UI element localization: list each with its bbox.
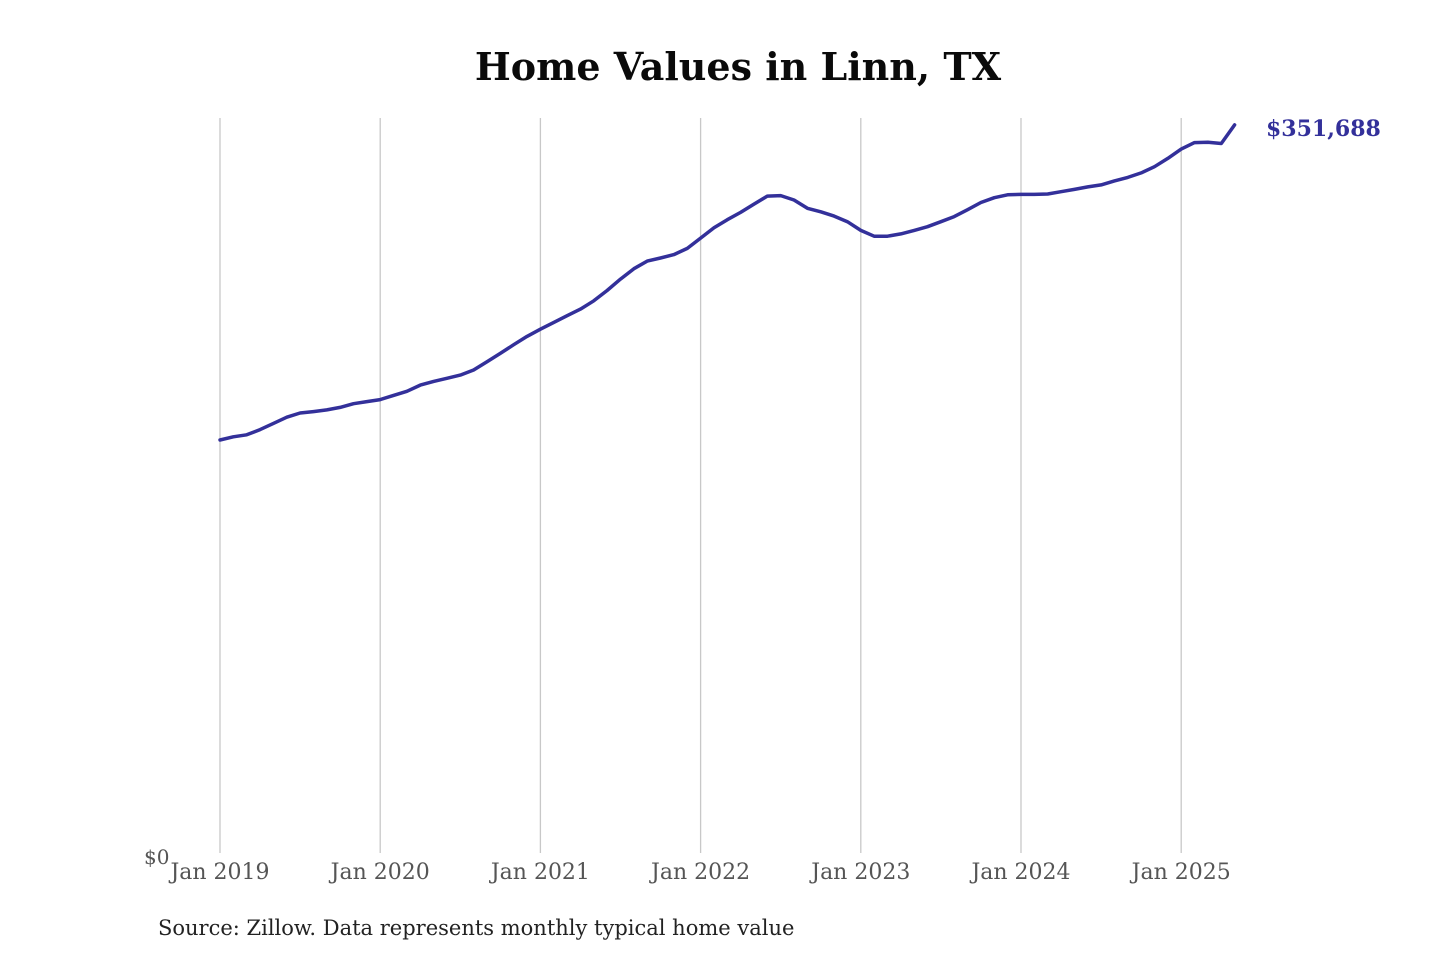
data-point <box>699 237 702 240</box>
latest-value-label: $351,688 <box>1266 116 1381 142</box>
data-point <box>753 203 756 206</box>
data-point <box>793 199 796 202</box>
data-point <box>472 369 475 372</box>
data-point <box>512 343 515 346</box>
x-tick-label: Jan 2022 <box>649 860 750 885</box>
source-note: Source: Zillow. Data represents monthly … <box>158 916 795 940</box>
data-point <box>365 400 368 403</box>
data-point <box>859 229 862 232</box>
data-point <box>312 410 315 413</box>
data-point <box>232 435 235 438</box>
data-point <box>325 408 328 411</box>
data-point <box>245 433 248 436</box>
data-point <box>1126 176 1129 179</box>
data-point <box>846 220 849 223</box>
data-point <box>419 384 422 387</box>
data-point <box>1206 141 1209 144</box>
data-point <box>606 289 609 292</box>
data-point <box>659 257 662 260</box>
data-point <box>299 412 302 415</box>
x-tick-label: Jan 2020 <box>329 860 430 885</box>
data-point <box>926 225 929 228</box>
data-point <box>1233 123 1236 126</box>
data-point <box>806 207 809 210</box>
data-point <box>939 220 942 223</box>
data-point <box>993 196 996 199</box>
data-point <box>592 299 595 302</box>
data-point <box>459 374 462 377</box>
data-point <box>1033 193 1036 196</box>
data-point <box>579 308 582 311</box>
data-point <box>392 394 395 397</box>
data-point <box>819 210 822 213</box>
data-point <box>1046 193 1049 196</box>
y-axis-zero-label: $0 <box>144 845 169 869</box>
data-point <box>1100 183 1103 186</box>
chart-title: Home Values in Linn, TX <box>474 44 1002 89</box>
vertical-gridlines <box>219 118 1182 853</box>
data-points <box>219 123 1237 441</box>
data-point <box>526 335 529 338</box>
data-point <box>1180 148 1183 151</box>
data-point <box>886 235 889 238</box>
data-point <box>352 402 355 405</box>
data-point <box>672 253 675 256</box>
data-point <box>953 215 956 218</box>
data-point <box>432 380 435 383</box>
data-point <box>1140 171 1143 174</box>
data-point <box>552 321 555 324</box>
data-point <box>899 232 902 235</box>
data-point <box>713 226 716 229</box>
data-point <box>1006 193 1009 196</box>
data-point <box>913 229 916 232</box>
data-point <box>339 406 342 409</box>
data-point <box>445 377 448 380</box>
data-point <box>1166 157 1169 160</box>
data-point <box>539 328 542 331</box>
data-point <box>779 194 782 197</box>
data-point <box>405 390 408 393</box>
x-tick-label: Jan 2024 <box>969 860 1070 885</box>
x-tick-label: Jan 2025 <box>1130 860 1231 885</box>
data-point <box>1193 141 1196 144</box>
x-axis-tick-labels: Jan 2019 Jan 2020 Jan 2021 Jan 2022 Jan 2023… <box>168 860 1230 885</box>
data-point <box>272 422 275 425</box>
x-tick-label: Jan 2019 <box>168 860 269 885</box>
data-point <box>1153 165 1156 168</box>
data-point <box>219 439 222 442</box>
data-point <box>739 211 742 214</box>
data-point <box>833 215 836 218</box>
data-point <box>1220 142 1223 145</box>
data-point <box>1073 188 1076 191</box>
data-point <box>966 208 969 211</box>
data-point <box>486 360 489 363</box>
data-point <box>1086 185 1089 188</box>
data-point <box>619 278 622 281</box>
data-point <box>686 247 689 250</box>
home-value-line <box>218 123 1237 442</box>
data-point <box>379 398 382 401</box>
x-tick-label: Jan 2021 <box>489 860 590 885</box>
data-point <box>1020 193 1023 196</box>
data-point <box>285 416 288 419</box>
data-point <box>873 235 876 238</box>
data-point <box>646 260 649 263</box>
data-point <box>1113 179 1116 182</box>
data-point <box>259 428 262 431</box>
data-point <box>499 352 502 355</box>
data-point <box>979 201 982 204</box>
data-point <box>566 314 569 317</box>
data-point <box>766 195 769 198</box>
data-point <box>726 218 729 221</box>
x-tick-label: Jan 2023 <box>809 860 910 885</box>
data-point <box>1060 190 1063 193</box>
data-point <box>632 267 635 270</box>
